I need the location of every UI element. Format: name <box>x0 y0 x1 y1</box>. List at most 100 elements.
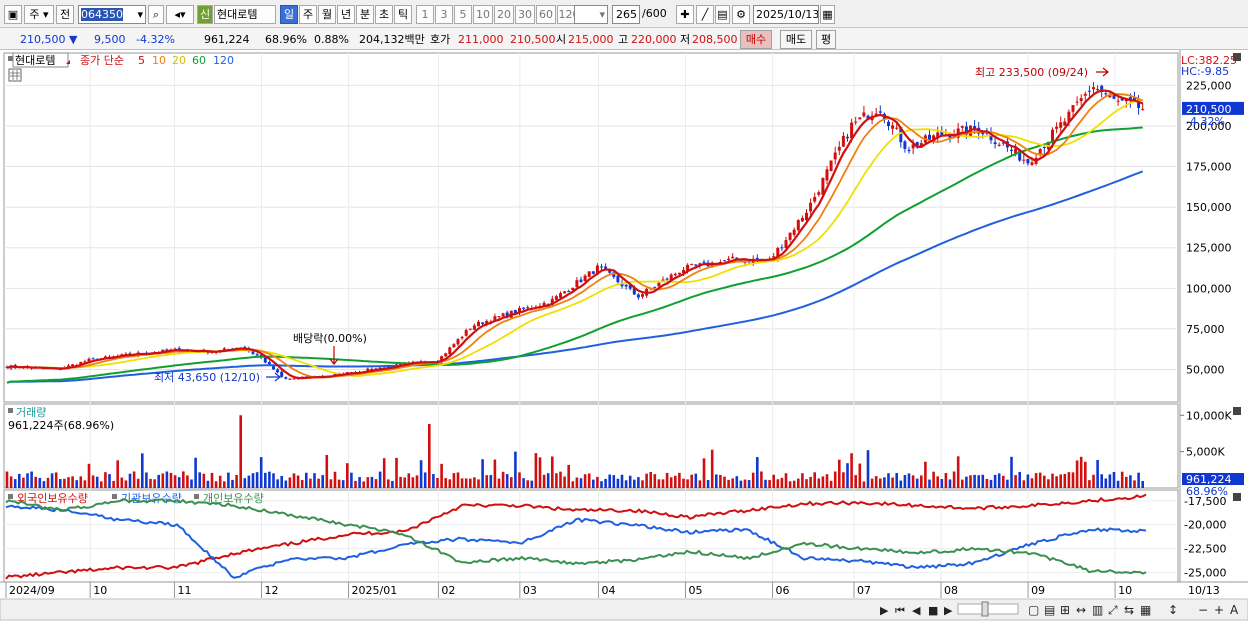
vertical-icon[interactable]: ↕ <box>1168 603 1178 617</box>
split-icon[interactable]: ▥ <box>1092 603 1103 617</box>
candle-body <box>800 217 804 222</box>
volume-bar <box>477 479 480 488</box>
volume-bar <box>805 479 808 488</box>
volume-bar <box>223 481 226 488</box>
zoom-out-icon[interactable]: − <box>1198 603 1208 617</box>
volume-bar <box>79 476 83 488</box>
quote-bar <box>0 28 1248 50</box>
volume-bar <box>214 481 218 488</box>
y-tick-label: 75,000 <box>1186 323 1225 336</box>
date-input[interactable]: 2025/10/13 <box>753 5 819 24</box>
period-tab[interactable]: 일 <box>280 5 298 24</box>
volume-bar <box>362 481 365 488</box>
stock-name[interactable]: 현대로템 <box>214 5 276 24</box>
candle-body <box>858 117 862 120</box>
volume-bar <box>583 474 587 488</box>
scroll-right-icon[interactable]: ▶ <box>880 604 889 617</box>
minute-tab[interactable]: 10 <box>473 5 493 24</box>
candle-body <box>1014 148 1018 154</box>
volume-bar <box>182 471 185 488</box>
volume-bar <box>255 472 259 488</box>
volume-bar <box>735 476 739 488</box>
legend-ma-period: 5 <box>138 54 145 67</box>
candle-body <box>772 256 776 258</box>
mode-select[interactable]: 주 ▾ <box>24 5 54 24</box>
gear-icon[interactable]: ⚙ <box>732 5 750 24</box>
candle-body <box>567 290 571 292</box>
view-icon[interactable]: ▢ <box>1028 603 1039 617</box>
volume-bar <box>337 479 341 488</box>
fit-icon[interactable]: ↔ <box>1076 603 1086 617</box>
volume-bar <box>665 472 669 488</box>
period-tab[interactable]: 초 <box>375 5 393 24</box>
candle-body <box>887 121 890 127</box>
candle-body <box>1087 90 1091 92</box>
period-tab[interactable]: 주 <box>299 5 317 24</box>
next-icon[interactable]: ▶ <box>944 604 953 617</box>
candle-body <box>595 265 599 275</box>
code-input[interactable]: 064350 ▾ <box>78 5 146 24</box>
quote-amount: 204,132백만 <box>359 33 425 46</box>
period-tab[interactable]: 년 <box>337 5 355 24</box>
candle-body <box>366 368 370 372</box>
price-pane <box>3 52 1179 403</box>
save-icon[interactable]: ▤ <box>715 5 730 24</box>
minute-tab[interactable]: 5 <box>454 5 472 24</box>
prev-icon[interactable]: ◀ <box>912 604 921 617</box>
volume-bar <box>395 457 398 488</box>
calendar-icon[interactable]: ▦ <box>820 5 835 24</box>
volume-bar <box>391 480 394 488</box>
sell-button[interactable]: 매도 <box>780 30 812 49</box>
y-tick-label: 125,000 <box>1186 242 1232 255</box>
volume-bar <box>628 475 632 488</box>
layout-icon[interactable]: ▦ <box>1140 603 1151 617</box>
volume-bar <box>46 477 50 488</box>
volume-bar <box>956 456 960 488</box>
volume-bar <box>26 473 29 488</box>
swap-icon[interactable]: ⇆ <box>1124 603 1134 617</box>
zoom-slider-handle[interactable] <box>981 601 989 617</box>
volume-last-label: 961,224 <box>1186 473 1232 486</box>
avg-button[interactable]: 평 <box>816 30 836 49</box>
first-icon[interactable]: ⏮ <box>895 604 905 617</box>
grid-view-icon[interactable]: ⊞ <box>1060 603 1070 617</box>
sound-icon[interactable]: ◂▾ <box>166 5 194 24</box>
stop-icon[interactable]: ■ <box>928 604 938 617</box>
volume-bar <box>210 472 214 488</box>
count-input[interactable]: 265 <box>612 5 640 24</box>
buy-button[interactable]: 매수 <box>740 30 772 49</box>
volume-bar <box>124 480 128 488</box>
volume-bar <box>674 475 677 488</box>
unit-select[interactable]: ▾ <box>574 5 608 24</box>
search-icon[interactable]: ⌕ <box>148 5 164 24</box>
draw-line-icon[interactable]: ╱ <box>696 5 714 24</box>
volume-bar <box>5 471 9 488</box>
candle-body <box>481 322 485 324</box>
minute-tab[interactable]: 30 <box>515 5 535 24</box>
candle-body <box>809 202 813 212</box>
expand-icon[interactable]: ⤢ <box>1107 603 1118 617</box>
minute-tab[interactable]: 60 <box>536 5 556 24</box>
zoom-in-icon[interactable]: + <box>1214 603 1224 617</box>
period-tab[interactable]: 월 <box>318 5 336 24</box>
lc-label: LC:382.25 <box>1181 54 1237 67</box>
auto-scale-icon[interactable]: A <box>1230 603 1239 617</box>
prev-button[interactable]: 전 <box>56 5 74 24</box>
volume-bar <box>825 474 829 488</box>
stock-chart[interactable]: 225,000 200,000 175,000 150,000 125,000 100,0… <box>0 50 1248 621</box>
bar-view-icon[interactable]: ▤ <box>1044 603 1055 617</box>
window-menu-icon[interactable]: ▣ <box>4 5 22 24</box>
volume-bar <box>75 480 78 488</box>
volume-bar <box>559 471 562 488</box>
volume-pane <box>3 403 1179 489</box>
minute-tab[interactable]: 1 <box>416 5 434 24</box>
volume-bar <box>374 479 378 488</box>
period-tab[interactable]: 틱 <box>394 5 412 24</box>
period-tab[interactable]: 분 <box>356 5 374 24</box>
minute-tab[interactable]: 20 <box>494 5 514 24</box>
volume-bar <box>104 472 107 488</box>
quote-open: 215,000 <box>568 33 614 46</box>
volume-bar <box>243 478 247 488</box>
crosshair-icon[interactable]: ✚ <box>676 5 694 24</box>
minute-tab[interactable]: 3 <box>435 5 453 24</box>
